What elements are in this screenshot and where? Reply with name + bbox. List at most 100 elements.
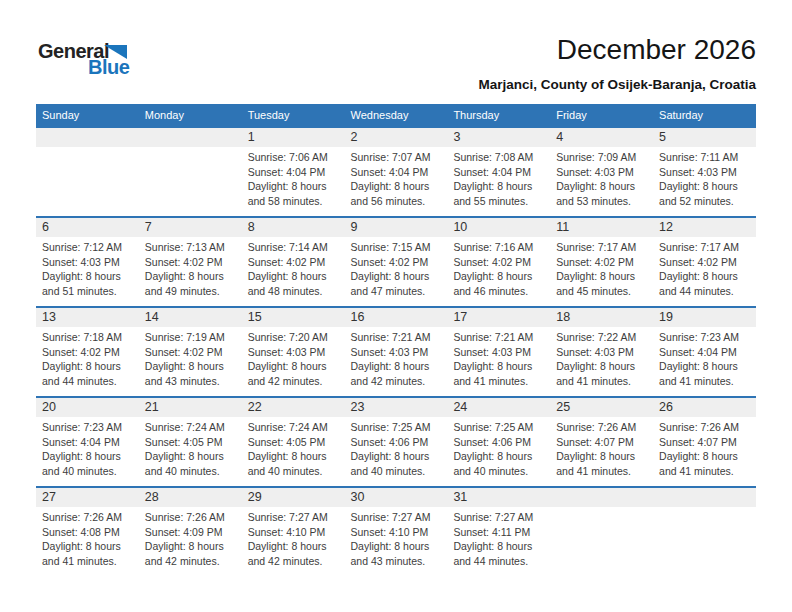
day-number: 27 bbox=[36, 488, 139, 507]
sunset-line: Sunset: 4:03 PM bbox=[351, 345, 444, 360]
sunrise-line: Sunrise: 7:20 AM bbox=[248, 330, 341, 345]
daylight-line: Daylight: 8 hours bbox=[453, 359, 546, 374]
sunset-line: Sunset: 4:02 PM bbox=[42, 345, 135, 360]
sunset-line: Sunset: 4:10 PM bbox=[351, 525, 444, 540]
sunset-line: Sunset: 4:03 PM bbox=[659, 165, 752, 180]
daylight-line: Daylight: 8 hours bbox=[453, 179, 546, 194]
day-number: 12 bbox=[653, 218, 756, 237]
sunset-line: Sunset: 4:06 PM bbox=[453, 435, 546, 450]
sunrise-line: Sunrise: 7:14 AM bbox=[248, 240, 341, 255]
day-number: 2 bbox=[345, 128, 448, 147]
day-details: Sunrise: 7:19 AMSunset: 4:02 PMDaylight:… bbox=[139, 327, 242, 388]
daylight-line: and 42 minutes. bbox=[248, 374, 341, 389]
day-details: Sunrise: 7:11 AMSunset: 4:03 PMDaylight:… bbox=[653, 147, 756, 208]
day-cell: 27Sunrise: 7:26 AMSunset: 4:08 PMDayligh… bbox=[36, 487, 139, 576]
calendar-page: General Blue December 2026 Marjanci, Cou… bbox=[0, 0, 792, 612]
day-cell: 17Sunrise: 7:21 AMSunset: 4:03 PMDayligh… bbox=[447, 307, 550, 397]
sunset-line: Sunset: 4:04 PM bbox=[351, 165, 444, 180]
day-number bbox=[653, 488, 756, 507]
sunrise-line: Sunrise: 7:27 AM bbox=[351, 510, 444, 525]
day-cell: 10Sunrise: 7:16 AMSunset: 4:02 PMDayligh… bbox=[447, 217, 550, 307]
sunset-line: Sunset: 4:03 PM bbox=[453, 345, 546, 360]
day-cell: 6Sunrise: 7:12 AMSunset: 4:03 PMDaylight… bbox=[36, 217, 139, 307]
day-number: 22 bbox=[242, 398, 345, 417]
sunset-line: Sunset: 4:02 PM bbox=[453, 255, 546, 270]
day-number: 23 bbox=[345, 398, 448, 417]
day-details: Sunrise: 7:12 AMSunset: 4:03 PMDaylight:… bbox=[36, 237, 139, 298]
daylight-line: and 44 minutes. bbox=[659, 284, 752, 299]
sunrise-line: Sunrise: 7:19 AM bbox=[145, 330, 238, 345]
day-number: 14 bbox=[139, 308, 242, 327]
day-cell: 4Sunrise: 7:09 AMSunset: 4:03 PMDaylight… bbox=[550, 127, 653, 217]
sunrise-line: Sunrise: 7:26 AM bbox=[145, 510, 238, 525]
sunrise-line: Sunrise: 7:13 AM bbox=[145, 240, 238, 255]
day-cell: 31Sunrise: 7:27 AMSunset: 4:11 PMDayligh… bbox=[447, 487, 550, 576]
page-title: December 2026 bbox=[557, 34, 756, 66]
day-details: Sunrise: 7:06 AMSunset: 4:04 PMDaylight:… bbox=[242, 147, 345, 208]
sunrise-line: Sunrise: 7:22 AM bbox=[556, 330, 649, 345]
daylight-line: Daylight: 8 hours bbox=[42, 539, 135, 554]
sunrise-line: Sunrise: 7:17 AM bbox=[556, 240, 649, 255]
day-cell: 8Sunrise: 7:14 AMSunset: 4:02 PMDaylight… bbox=[242, 217, 345, 307]
daylight-line: and 41 minutes. bbox=[659, 374, 752, 389]
sunrise-line: Sunrise: 7:18 AM bbox=[42, 330, 135, 345]
daylight-line: and 42 minutes. bbox=[351, 374, 444, 389]
weekday-header-wednesday: Wednesday bbox=[345, 104, 448, 127]
day-details: Sunrise: 7:23 AMSunset: 4:04 PMDaylight:… bbox=[653, 327, 756, 388]
day-details: Sunrise: 7:08 AMSunset: 4:04 PMDaylight:… bbox=[447, 147, 550, 208]
daylight-line: Daylight: 8 hours bbox=[145, 539, 238, 554]
day-number: 5 bbox=[653, 128, 756, 147]
daylight-line: Daylight: 8 hours bbox=[145, 359, 238, 374]
day-details: Sunrise: 7:26 AMSunset: 4:08 PMDaylight:… bbox=[36, 507, 139, 568]
daylight-line: and 58 minutes. bbox=[248, 194, 341, 209]
sunrise-line: Sunrise: 7:26 AM bbox=[556, 420, 649, 435]
daylight-line: and 41 minutes. bbox=[556, 374, 649, 389]
sunrise-line: Sunrise: 7:26 AM bbox=[42, 510, 135, 525]
weekday-header-monday: Monday bbox=[139, 104, 242, 127]
daylight-line: Daylight: 8 hours bbox=[659, 179, 752, 194]
daylight-line: Daylight: 8 hours bbox=[248, 269, 341, 284]
sunrise-line: Sunrise: 7:15 AM bbox=[351, 240, 444, 255]
daylight-line: and 40 minutes. bbox=[145, 464, 238, 479]
day-cell: 25Sunrise: 7:26 AMSunset: 4:07 PMDayligh… bbox=[550, 397, 653, 487]
empty-day-cell bbox=[36, 127, 139, 217]
sunset-line: Sunset: 4:02 PM bbox=[556, 255, 649, 270]
sunrise-line: Sunrise: 7:25 AM bbox=[453, 420, 546, 435]
daylight-line: and 56 minutes. bbox=[351, 194, 444, 209]
day-details: Sunrise: 7:24 AMSunset: 4:05 PMDaylight:… bbox=[139, 417, 242, 478]
day-details: Sunrise: 7:17 AMSunset: 4:02 PMDaylight:… bbox=[653, 237, 756, 298]
day-number: 4 bbox=[550, 128, 653, 147]
sunset-line: Sunset: 4:02 PM bbox=[145, 345, 238, 360]
sunset-line: Sunset: 4:10 PM bbox=[248, 525, 341, 540]
daylight-line: and 49 minutes. bbox=[145, 284, 238, 299]
sunset-line: Sunset: 4:07 PM bbox=[556, 435, 649, 450]
day-details: Sunrise: 7:18 AMSunset: 4:02 PMDaylight:… bbox=[36, 327, 139, 388]
daylight-line: Daylight: 8 hours bbox=[659, 449, 752, 464]
day-details: Sunrise: 7:09 AMSunset: 4:03 PMDaylight:… bbox=[550, 147, 653, 208]
day-details: Sunrise: 7:25 AMSunset: 4:06 PMDaylight:… bbox=[345, 417, 448, 478]
sunrise-line: Sunrise: 7:27 AM bbox=[453, 510, 546, 525]
sunset-line: Sunset: 4:04 PM bbox=[453, 165, 546, 180]
daylight-line: Daylight: 8 hours bbox=[145, 269, 238, 284]
day-number: 16 bbox=[345, 308, 448, 327]
daylight-line: and 43 minutes. bbox=[145, 374, 238, 389]
day-cell: 5Sunrise: 7:11 AMSunset: 4:03 PMDaylight… bbox=[653, 127, 756, 217]
empty-day-cell bbox=[653, 487, 756, 576]
sunrise-line: Sunrise: 7:07 AM bbox=[351, 150, 444, 165]
daylight-line: Daylight: 8 hours bbox=[453, 269, 546, 284]
daylight-line: Daylight: 8 hours bbox=[42, 359, 135, 374]
sunrise-line: Sunrise: 7:17 AM bbox=[659, 240, 752, 255]
day-number: 13 bbox=[36, 308, 139, 327]
day-cell: 2Sunrise: 7:07 AMSunset: 4:04 PMDaylight… bbox=[345, 127, 448, 217]
sunset-line: Sunset: 4:05 PM bbox=[145, 435, 238, 450]
day-cell: 30Sunrise: 7:27 AMSunset: 4:10 PMDayligh… bbox=[345, 487, 448, 576]
calendar-table: Sunday Monday Tuesday Wednesday Thursday… bbox=[36, 104, 756, 576]
empty-day-cell bbox=[139, 127, 242, 217]
sunset-line: Sunset: 4:03 PM bbox=[42, 255, 135, 270]
day-details: Sunrise: 7:14 AMSunset: 4:02 PMDaylight:… bbox=[242, 237, 345, 298]
daylight-line: and 40 minutes. bbox=[351, 464, 444, 479]
day-details: Sunrise: 7:17 AMSunset: 4:02 PMDaylight:… bbox=[550, 237, 653, 298]
sunset-line: Sunset: 4:02 PM bbox=[145, 255, 238, 270]
daylight-line: Daylight: 8 hours bbox=[556, 179, 649, 194]
daylight-line: Daylight: 8 hours bbox=[659, 269, 752, 284]
